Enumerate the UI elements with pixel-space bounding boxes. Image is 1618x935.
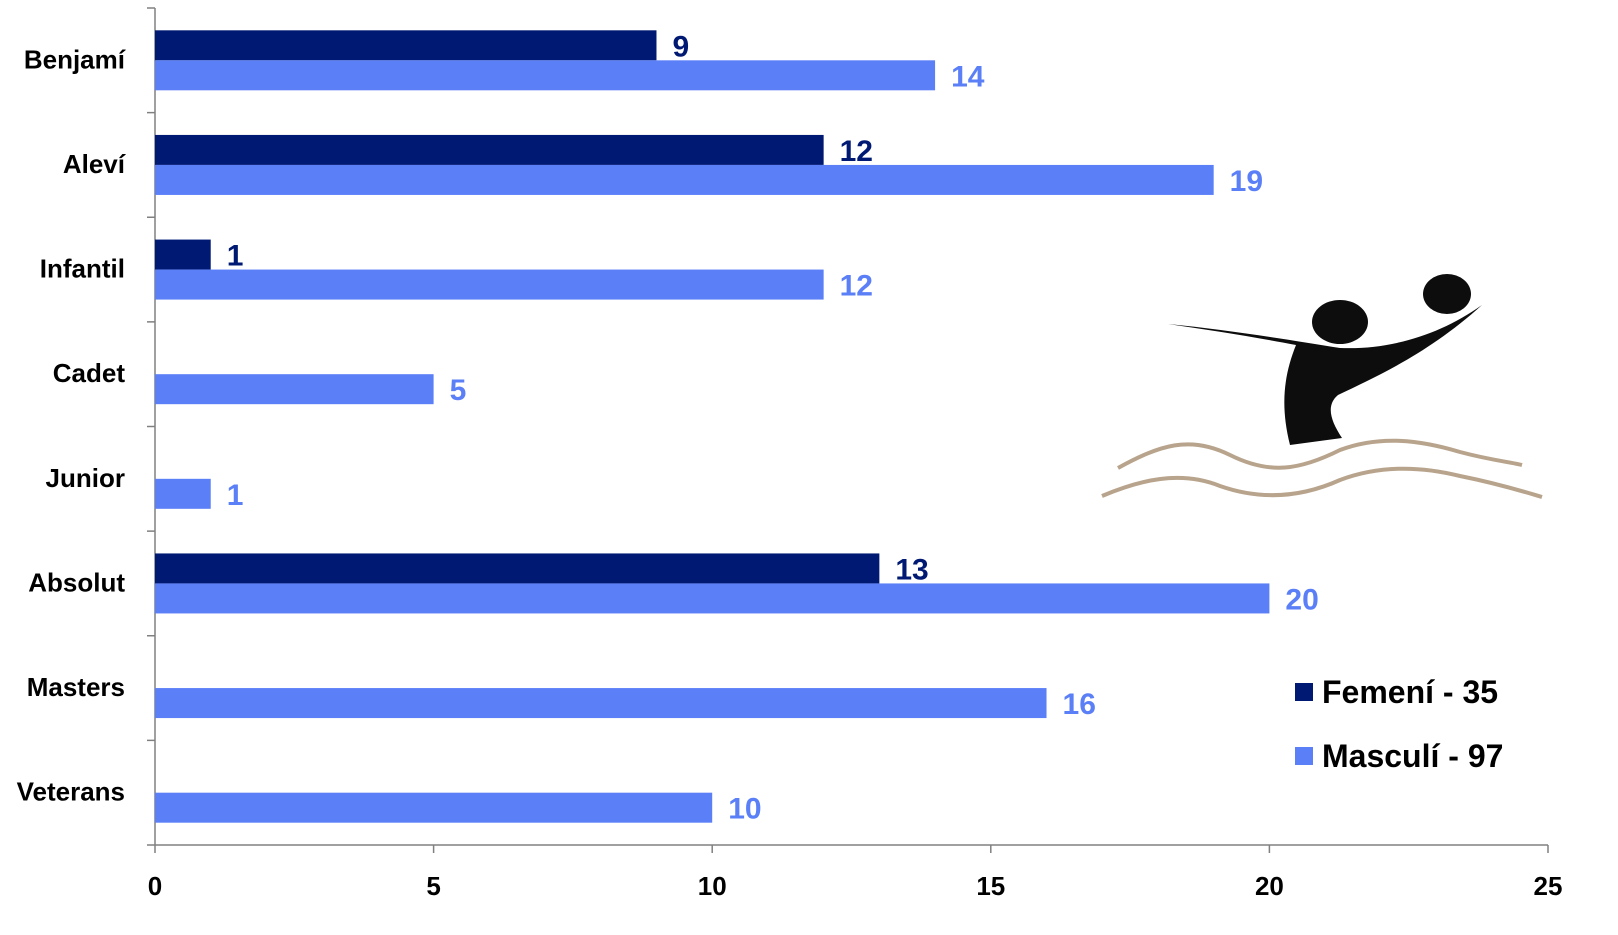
data-label: 12 <box>840 135 873 168</box>
bar <box>155 134 824 165</box>
x-tick-label: 0 <box>148 871 162 901</box>
y-category-label: Cadet <box>53 358 126 388</box>
x-tick-label: 25 <box>1534 871 1563 901</box>
bar <box>155 374 434 405</box>
bars <box>155 30 1270 823</box>
bar <box>155 30 657 61</box>
data-label: 10 <box>728 793 761 826</box>
data-label: 1 <box>227 479 244 512</box>
legend-label: Femení - 35 <box>1322 674 1498 710</box>
data-label: 12 <box>840 270 873 303</box>
y-category-label: Junior <box>46 463 125 493</box>
legend-swatch <box>1295 747 1313 765</box>
x-tick-label: 20 <box>1255 871 1284 901</box>
ball <box>1423 274 1471 314</box>
legend-swatch <box>1295 683 1313 701</box>
data-label: 1 <box>227 240 244 273</box>
y-category-label: Infantil <box>40 254 125 284</box>
x-tick-label: 10 <box>698 871 727 901</box>
x-tick-label: 15 <box>976 871 1005 901</box>
wave-upper <box>1117 438 1523 470</box>
y-category-label: Aleví <box>63 149 126 179</box>
y-category-label: Veterans <box>17 777 125 807</box>
x-tick-label: 5 <box>426 871 440 901</box>
player-body <box>1168 305 1482 445</box>
y-category-label: Absolut <box>28 567 125 597</box>
bar <box>155 583 1270 614</box>
y-category-label: Benjamí <box>24 44 126 74</box>
bar <box>155 792 713 823</box>
data-label: 16 <box>1063 688 1096 721</box>
bar <box>155 553 880 584</box>
bar <box>155 60 936 91</box>
data-label: 19 <box>1230 165 1263 198</box>
data-label: 20 <box>1285 583 1318 616</box>
legend: Femení - 35 Masculí - 97 <box>1295 674 1503 774</box>
bar <box>155 164 1214 195</box>
bar <box>155 269 824 300</box>
data-label: 9 <box>672 30 689 63</box>
player-head <box>1312 300 1368 344</box>
y-category-label: Masters <box>27 672 125 702</box>
legend-label: Masculí - 97 <box>1322 738 1503 774</box>
data-label: 14 <box>951 60 985 93</box>
data-label: 5 <box>450 374 467 407</box>
bar <box>155 478 211 509</box>
data-label: 13 <box>895 553 928 586</box>
data-labels: 9 14 12 19 1 12 5 1 13 20 16 10 <box>227 30 1319 825</box>
wave-lower <box>1101 466 1543 499</box>
tick-labels: 0 5 10 15 20 25BenjamíAlevíInfantilCadetJunio… <box>17 44 1563 901</box>
bar <box>155 239 211 270</box>
water-polo-player-icon <box>1101 274 1543 499</box>
bar <box>155 688 1047 719</box>
